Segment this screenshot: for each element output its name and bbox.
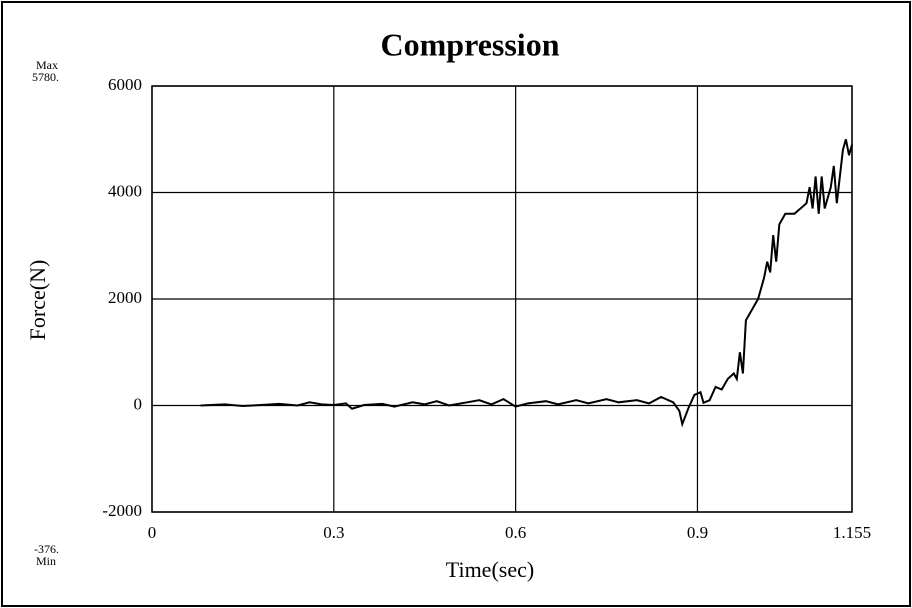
max-label: Max [36, 58, 58, 72]
plot-border [151, 85, 853, 513]
x-tick-label: 0.3 [323, 523, 344, 542]
x-tick-label: 0.9 [687, 523, 708, 542]
y-tick-label: -2000 [102, 501, 142, 520]
y-tick-label: 6000 [108, 75, 142, 94]
y-tick-label: 4000 [108, 181, 142, 200]
x-tick-label: 0 [148, 523, 157, 542]
chart-title: Compression [381, 26, 560, 62]
y-tick-label: 2000 [108, 288, 142, 307]
max-value: 5780. [32, 70, 59, 84]
min-label: Min [36, 554, 56, 568]
y-tick-label: 0 [134, 394, 143, 413]
x-tick-label: 1.155 [833, 523, 871, 542]
x-axis-label: Time(sec) [446, 557, 534, 582]
min-value: -376. [34, 542, 59, 556]
x-tick-label: 0.6 [505, 523, 526, 542]
data-line [200, 139, 853, 428]
y-axis-label: Force(N) [25, 260, 50, 341]
